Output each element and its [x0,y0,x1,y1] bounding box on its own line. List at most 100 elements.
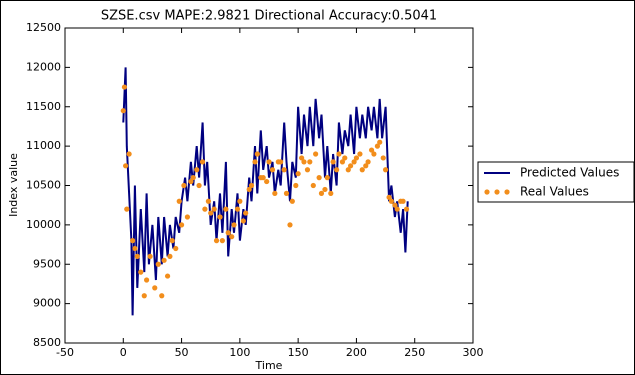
real-point [269,167,276,173]
real-point [123,163,129,169]
y-tick-label: 11500 [26,100,61,113]
real-point [248,182,255,189]
real-point [134,253,140,259]
real-point [281,167,287,173]
real-point [159,293,165,299]
real-point [295,171,301,177]
plot-frame [64,27,474,344]
real-point [190,175,196,181]
real-point [234,206,241,212]
real-point [363,163,369,169]
y-tick-label: 9000 [33,297,61,310]
real-point [252,159,258,165]
real-point [371,151,377,157]
real-point [231,222,237,228]
x-tick-label: 300 [463,346,484,359]
real-point [345,167,351,173]
real-point [318,190,325,196]
real-point [237,198,243,204]
real-point [353,155,360,161]
real-point [328,190,334,196]
x-tick-label: 100 [229,346,250,359]
real-point [293,182,299,189]
real-point [382,167,389,173]
real-point [380,155,386,161]
real-point [348,163,354,169]
real-point [287,222,293,228]
real-point [155,261,161,267]
real-point [211,206,217,212]
y-tick-label: 12500 [26,21,61,34]
real-point [184,214,190,220]
real-point [124,206,130,212]
real-point [188,178,194,185]
real-point [339,159,346,165]
x-tick-label: 0 [120,346,127,359]
predicted-line [122,67,409,316]
real-point [229,234,235,240]
real-point [283,190,290,196]
real-point [316,175,322,181]
y-tick-label: 8500 [33,336,61,349]
real-point [403,206,410,212]
real-point [324,175,330,181]
real-point [164,273,171,279]
real-point [152,285,158,291]
real-point [217,214,223,220]
y-axis-label: Index value [7,153,20,217]
real-point [254,151,260,157]
real-point [377,139,383,145]
real-point [246,186,252,193]
real-point [368,147,375,153]
real-point [138,269,144,275]
real-point [322,186,328,193]
legend-dot [494,189,500,195]
x-axis-label: Time [255,359,283,372]
real-point [181,182,187,189]
y-tick-label: 10000 [26,218,61,231]
real-point [208,210,214,216]
real-point [307,159,313,165]
real-point [205,198,211,204]
x-tick-label: 50 [175,346,189,359]
real-point [336,151,342,157]
real-point [147,253,153,259]
real-point [400,198,406,204]
real-point [278,159,284,165]
real-point [357,151,363,157]
real-point [243,210,249,216]
y-tick-label: 10500 [26,179,61,192]
real-point [141,293,147,299]
real-point [351,159,357,165]
real-point [299,155,305,161]
real-point [313,151,319,157]
real-point [176,198,182,204]
real-point [173,245,179,252]
real-point [161,257,167,263]
real-point [310,182,316,189]
real-point [213,238,220,244]
real-point [266,159,272,165]
x-tick-label: 250 [404,346,425,359]
real-point [342,155,348,161]
real-point [392,202,398,208]
real-point [126,151,132,157]
real-point [260,175,266,181]
real-point [121,84,128,90]
legend-dot [504,189,510,195]
real-point [169,238,175,244]
real-point [359,167,365,173]
y-tick-label: 12000 [26,60,61,73]
real-point [194,167,200,173]
legend-label: Predicted Values [520,166,619,180]
real-point [240,218,246,224]
chart-title: SZSE.csv MAPE:2.9821 Directional Accurac… [101,9,437,24]
real-point [223,206,229,212]
real-point [394,206,400,212]
real-point [388,198,394,204]
real-point [144,277,150,283]
real-point [130,238,136,244]
legend-dot [484,189,490,195]
real-point [199,159,206,165]
